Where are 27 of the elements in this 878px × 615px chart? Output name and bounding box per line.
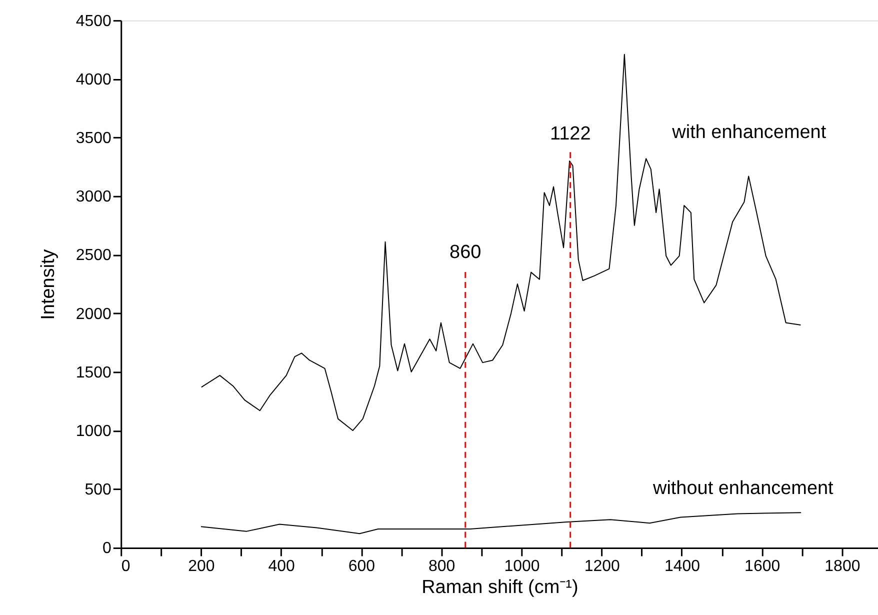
x-tick-label: 200 [188,558,215,576]
x-tick-label: 1200 [584,558,620,576]
y-tick-label: 4000 [76,71,112,88]
x-tick-label: 1000 [504,558,540,576]
y-tick-label: 2500 [76,247,112,264]
annotation: without enhancement [652,478,834,499]
ref-line-label: 860 [450,242,482,264]
x-tick-label: 1400 [664,558,700,576]
y-tick-label: 2000 [76,306,112,323]
y-tick-label: 3500 [76,130,112,148]
line-series [200,512,802,534]
x-axis-title: Raman shift (cm⁻¹) [422,577,578,598]
x-tick-label: 600 [348,558,376,576]
y-tick-label: 0 [102,540,112,558]
y-tick-label: 500 [84,482,112,499]
x-tick-label: 0 [121,558,130,576]
x-tick-label: 400 [268,558,296,576]
ref-line-label: 1122 [550,124,591,145]
y-axis-title: Intensity [38,248,59,320]
x-tick-label: 800 [428,558,456,576]
y-tick-label: 3000 [76,188,112,206]
y-tick-label: 4500 [76,12,112,30]
x-tick-label: 1600 [744,558,780,576]
annotation: with enhancement [671,122,827,144]
x-tick-label: 1800 [824,558,860,576]
y-tick-label: 1000 [76,423,112,440]
y-tick-label: 1500 [76,364,112,382]
